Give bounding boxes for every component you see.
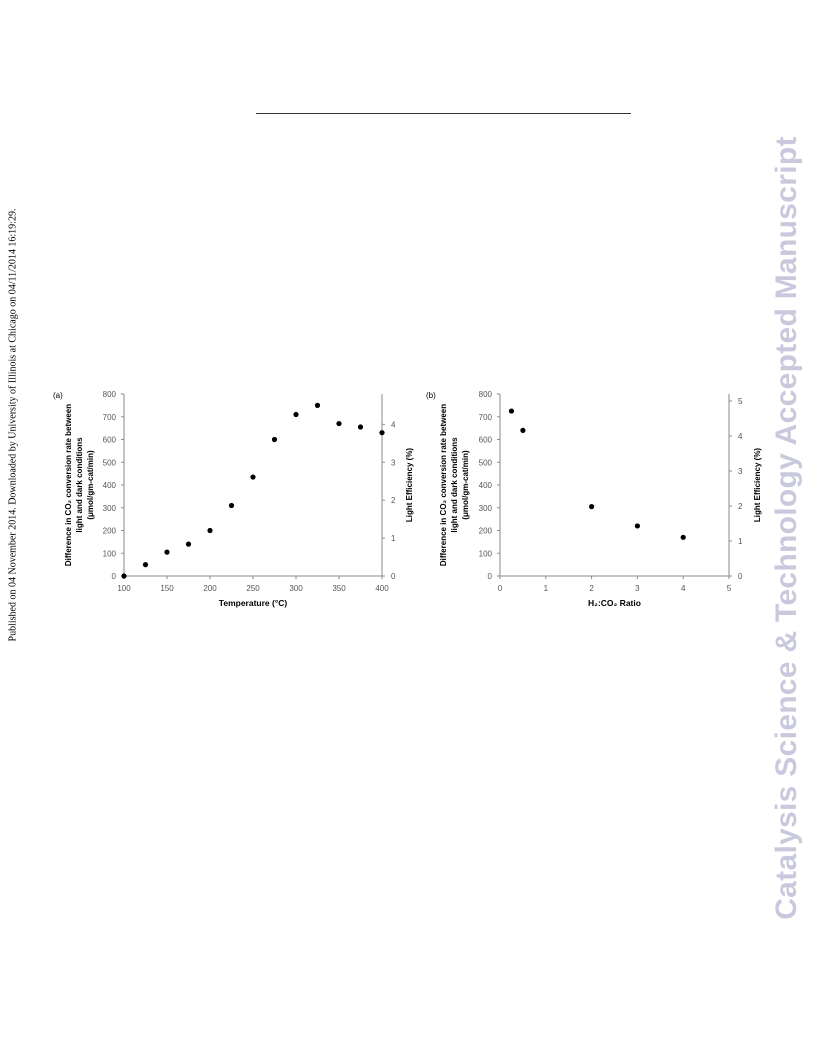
panel-a-x-tick-label: 350 [332, 584, 346, 593]
header-rule [256, 113, 631, 114]
panel-b-y-tick-label: 0 [488, 572, 493, 581]
panel-a-data-point [336, 420, 342, 427]
panel-a-data-point [250, 474, 256, 480]
panel-a-y-tick-label: 300 [103, 504, 117, 513]
panel-a-y2-tick-label: 3 [391, 458, 396, 467]
panel-b-label: (b) [426, 391, 436, 400]
panel-b-y2-tick-label: 3 [738, 467, 743, 476]
panel-a-x-tick-label: 300 [289, 584, 303, 593]
panel-b-data-point [520, 427, 526, 433]
panel-b-data-point [589, 504, 595, 510]
panel-a-x-tick-label: 400 [375, 584, 389, 593]
panel-a-data-point [142, 562, 149, 568]
panel-a-data-point [271, 436, 278, 443]
panel-a-y-tick-label: 700 [103, 413, 117, 422]
panel-b-x-axis-title: H₂:CO₂ Ratio [588, 598, 641, 608]
panel-a-y2-axis-title: Light Efficiency (%) [405, 448, 414, 523]
panel-a-x-tick-label: 250 [246, 584, 260, 593]
panel-b-y-tick-label: 800 [479, 390, 493, 399]
panel-a-y2-tick-label: 4 [391, 420, 396, 429]
panel-a-label: (a) [53, 391, 63, 400]
panel-a-data-point [121, 573, 127, 579]
panel-b-y2-tick-label: 4 [738, 432, 743, 441]
panel-a-data-point [207, 527, 213, 534]
panel-a-data-point [228, 502, 235, 509]
panel-a-y-tick-label: 0 [112, 572, 117, 581]
panel-a-data-point [314, 402, 321, 408]
panel-a-y-tick-label: 400 [103, 481, 117, 490]
panel-a-y-tick-label: 600 [103, 436, 117, 445]
panel-b-y2-tick-label: 5 [738, 397, 743, 406]
panel-a-y-tick-label: 800 [103, 390, 117, 399]
panel-b-x-tick-label: 2 [589, 584, 594, 593]
panel-b-y-tick-label: 700 [479, 413, 493, 422]
panel-b-data-point [680, 534, 686, 540]
panel-a-data-point [357, 424, 364, 430]
panel-a-y-tick-label: 500 [103, 458, 117, 467]
panel-a-data-point [293, 411, 299, 418]
panel-a-x-tick-label: 150 [160, 584, 174, 593]
panel-b-y-axis-title-line: light and dark conditions [450, 437, 459, 533]
panel-a-data-point [164, 549, 170, 555]
panel-a-data-point [379, 430, 385, 436]
panel-b-y-tick-label: 200 [479, 527, 493, 536]
panel-a-y2-tick-label: 1 [391, 534, 396, 543]
panel-b-x-tick-label: 0 [498, 584, 503, 593]
panel-b-x-tick-label: 4 [681, 584, 686, 593]
panel-b-y-tick-label: 400 [479, 481, 493, 490]
panel-b-x-tick-label: 5 [727, 584, 732, 593]
panel-b-y2-tick-label: 0 [738, 572, 743, 581]
panel-b-y-axis-title-line: Difference in CO₂ conversion rate betwee… [439, 404, 448, 566]
panel-a-y-axis-title-line: (μmol/gm-cat/min) [86, 450, 95, 520]
panel-a-y2-tick-label: 0 [391, 572, 396, 581]
panel-a-y-tick-label: 200 [103, 527, 117, 536]
panel-a-x-tick-label: 100 [117, 584, 131, 593]
panel-b-data-point [508, 408, 515, 414]
panel-b-y2-axis-title: Light Efficiency (%) [753, 448, 762, 523]
panel-a-y2-tick-label: 2 [391, 496, 396, 505]
panel-b-y-tick-label: 500 [479, 458, 493, 467]
panel-b-y2-tick-label: 2 [738, 502, 743, 511]
panel-a-x-axis-title: Temperature (°C) [219, 598, 288, 608]
panel-a-y-tick-label: 100 [103, 549, 117, 558]
panel-b-x-tick-label: 1 [544, 584, 549, 593]
panel-a-y-axis-title-line: light and dark conditions [75, 437, 84, 533]
panel-b-y-tick-label: 600 [479, 436, 493, 445]
panel-b-y-axis-title-line: (μmol/gm-cat/min) [461, 450, 470, 520]
panel-b-y2-tick-label: 1 [738, 537, 743, 546]
panel-b-data-point [634, 523, 641, 529]
panel-a-y-axis-title-line: Difference in CO₂ conversion rate betwee… [64, 404, 73, 566]
panel-a-data-point [185, 541, 192, 547]
panel-b-y-tick-label: 300 [479, 504, 493, 513]
panel-a-x-tick-label: 200 [203, 584, 217, 593]
panel-b-x-tick-label: 3 [635, 584, 640, 593]
panel-b-y-tick-label: 100 [479, 549, 493, 558]
